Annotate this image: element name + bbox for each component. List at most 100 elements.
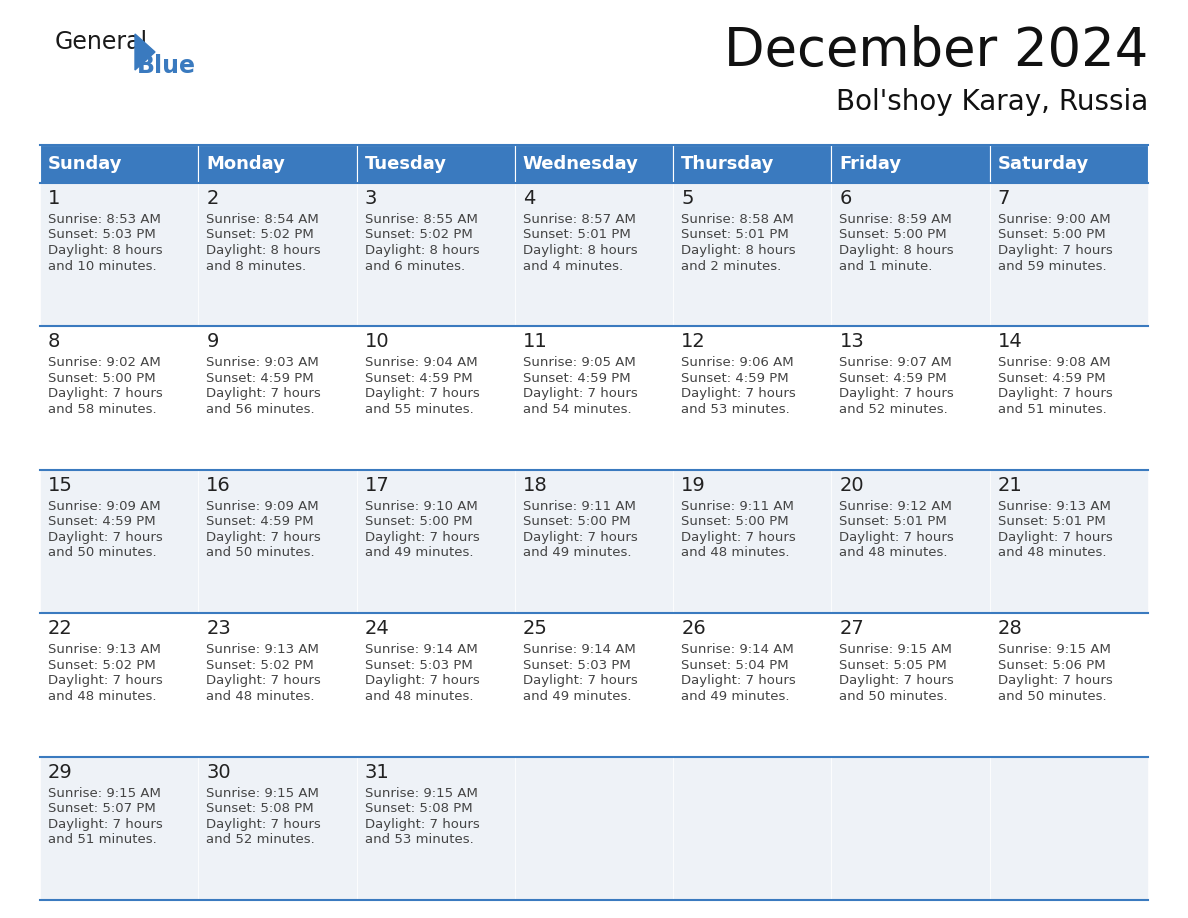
Text: Sunrise: 9:13 AM: Sunrise: 9:13 AM bbox=[48, 644, 160, 656]
Text: Daylight: 7 hours: Daylight: 7 hours bbox=[365, 674, 479, 688]
Text: Daylight: 7 hours: Daylight: 7 hours bbox=[365, 531, 479, 543]
Bar bbox=[40, 470, 198, 613]
Text: and 1 minute.: and 1 minute. bbox=[840, 260, 933, 273]
Text: 6: 6 bbox=[840, 189, 852, 208]
Text: and 48 minutes.: and 48 minutes. bbox=[207, 689, 315, 702]
Text: Sunset: 5:02 PM: Sunset: 5:02 PM bbox=[48, 659, 156, 672]
Bar bbox=[198, 327, 356, 470]
Bar bbox=[832, 756, 990, 900]
Bar bbox=[990, 470, 1148, 613]
Text: Sunrise: 8:58 AM: Sunrise: 8:58 AM bbox=[681, 213, 794, 226]
Text: and 53 minutes.: and 53 minutes. bbox=[681, 403, 790, 416]
Text: Sunrise: 9:07 AM: Sunrise: 9:07 AM bbox=[840, 356, 952, 369]
Text: Daylight: 8 hours: Daylight: 8 hours bbox=[365, 244, 479, 257]
Bar bbox=[832, 145, 990, 183]
Text: Sunrise: 9:12 AM: Sunrise: 9:12 AM bbox=[840, 499, 953, 513]
Text: and 50 minutes.: and 50 minutes. bbox=[998, 689, 1106, 702]
Bar bbox=[514, 327, 674, 470]
Text: Sunset: 5:07 PM: Sunset: 5:07 PM bbox=[48, 802, 156, 815]
Text: Sunrise: 9:00 AM: Sunrise: 9:00 AM bbox=[998, 213, 1111, 226]
Text: Daylight: 7 hours: Daylight: 7 hours bbox=[998, 674, 1112, 688]
Text: Daylight: 7 hours: Daylight: 7 hours bbox=[998, 531, 1112, 543]
Bar bbox=[990, 183, 1148, 327]
Text: Sunset: 5:08 PM: Sunset: 5:08 PM bbox=[207, 802, 314, 815]
Bar bbox=[356, 470, 514, 613]
Text: Sunset: 5:00 PM: Sunset: 5:00 PM bbox=[681, 515, 789, 528]
Bar bbox=[674, 756, 832, 900]
Text: 25: 25 bbox=[523, 620, 548, 638]
Text: Sunrise: 9:15 AM: Sunrise: 9:15 AM bbox=[207, 787, 320, 800]
Bar bbox=[832, 470, 990, 613]
Text: Daylight: 7 hours: Daylight: 7 hours bbox=[207, 818, 321, 831]
Text: Sunset: 5:01 PM: Sunset: 5:01 PM bbox=[840, 515, 947, 528]
Text: 7: 7 bbox=[998, 189, 1010, 208]
Text: 2: 2 bbox=[207, 189, 219, 208]
Bar bbox=[40, 145, 198, 183]
Text: Daylight: 7 hours: Daylight: 7 hours bbox=[48, 818, 163, 831]
Text: Daylight: 8 hours: Daylight: 8 hours bbox=[523, 244, 638, 257]
Text: Sunrise: 9:13 AM: Sunrise: 9:13 AM bbox=[207, 644, 320, 656]
Text: and 52 minutes.: and 52 minutes. bbox=[207, 834, 315, 846]
Text: and 49 minutes.: and 49 minutes. bbox=[523, 546, 631, 559]
Bar bbox=[674, 327, 832, 470]
Text: 1: 1 bbox=[48, 189, 61, 208]
Bar bbox=[990, 145, 1148, 183]
Bar bbox=[990, 613, 1148, 756]
Text: Sunset: 5:04 PM: Sunset: 5:04 PM bbox=[681, 659, 789, 672]
Bar bbox=[832, 327, 990, 470]
Text: and 59 minutes.: and 59 minutes. bbox=[998, 260, 1106, 273]
Text: Sunset: 4:59 PM: Sunset: 4:59 PM bbox=[840, 372, 947, 385]
Text: Sunrise: 9:15 AM: Sunrise: 9:15 AM bbox=[840, 644, 953, 656]
Text: and 48 minutes.: and 48 minutes. bbox=[48, 689, 157, 702]
Text: and 48 minutes.: and 48 minutes. bbox=[998, 546, 1106, 559]
Text: Bol'shoy Karay, Russia: Bol'shoy Karay, Russia bbox=[835, 88, 1148, 116]
Text: Sunset: 4:59 PM: Sunset: 4:59 PM bbox=[681, 372, 789, 385]
Bar bbox=[990, 327, 1148, 470]
Text: 10: 10 bbox=[365, 332, 390, 352]
Text: Sunrise: 9:09 AM: Sunrise: 9:09 AM bbox=[48, 499, 160, 513]
Text: and 52 minutes.: and 52 minutes. bbox=[840, 403, 948, 416]
Text: 26: 26 bbox=[681, 620, 706, 638]
Text: Sunrise: 9:09 AM: Sunrise: 9:09 AM bbox=[207, 499, 318, 513]
Text: 29: 29 bbox=[48, 763, 72, 781]
Text: Sunset: 5:01 PM: Sunset: 5:01 PM bbox=[681, 229, 789, 241]
Text: and 49 minutes.: and 49 minutes. bbox=[681, 689, 790, 702]
Text: Blue: Blue bbox=[137, 54, 196, 78]
Bar bbox=[356, 756, 514, 900]
Text: 30: 30 bbox=[207, 763, 230, 781]
Text: and 48 minutes.: and 48 minutes. bbox=[840, 546, 948, 559]
Text: Sunset: 5:00 PM: Sunset: 5:00 PM bbox=[365, 515, 472, 528]
Bar bbox=[514, 613, 674, 756]
Text: 13: 13 bbox=[840, 332, 864, 352]
Text: Sunrise: 9:15 AM: Sunrise: 9:15 AM bbox=[365, 787, 478, 800]
Text: Sunset: 5:01 PM: Sunset: 5:01 PM bbox=[523, 229, 631, 241]
Text: and 55 minutes.: and 55 minutes. bbox=[365, 403, 473, 416]
Text: General: General bbox=[55, 30, 148, 54]
Text: 19: 19 bbox=[681, 476, 706, 495]
Text: Sunrise: 9:11 AM: Sunrise: 9:11 AM bbox=[523, 499, 636, 513]
Text: 3: 3 bbox=[365, 189, 377, 208]
Bar bbox=[198, 145, 356, 183]
Text: Sunrise: 8:59 AM: Sunrise: 8:59 AM bbox=[840, 213, 952, 226]
Text: 31: 31 bbox=[365, 763, 390, 781]
Bar bbox=[40, 756, 198, 900]
Text: and 6 minutes.: and 6 minutes. bbox=[365, 260, 465, 273]
Text: Sunrise: 8:55 AM: Sunrise: 8:55 AM bbox=[365, 213, 478, 226]
Text: Sunrise: 9:03 AM: Sunrise: 9:03 AM bbox=[207, 356, 320, 369]
Text: and 53 minutes.: and 53 minutes. bbox=[365, 834, 473, 846]
Text: Sunset: 5:02 PM: Sunset: 5:02 PM bbox=[365, 229, 473, 241]
Text: and 49 minutes.: and 49 minutes. bbox=[365, 546, 473, 559]
Bar bbox=[514, 145, 674, 183]
Text: Sunrise: 9:08 AM: Sunrise: 9:08 AM bbox=[998, 356, 1111, 369]
Text: 18: 18 bbox=[523, 476, 548, 495]
Bar bbox=[198, 613, 356, 756]
Text: and 58 minutes.: and 58 minutes. bbox=[48, 403, 157, 416]
Text: 20: 20 bbox=[840, 476, 864, 495]
Bar bbox=[514, 756, 674, 900]
Text: Sunrise: 9:05 AM: Sunrise: 9:05 AM bbox=[523, 356, 636, 369]
Bar bbox=[356, 145, 514, 183]
Text: Daylight: 7 hours: Daylight: 7 hours bbox=[48, 531, 163, 543]
Bar bbox=[40, 183, 198, 327]
Text: Daylight: 7 hours: Daylight: 7 hours bbox=[523, 387, 638, 400]
Text: 14: 14 bbox=[998, 332, 1023, 352]
